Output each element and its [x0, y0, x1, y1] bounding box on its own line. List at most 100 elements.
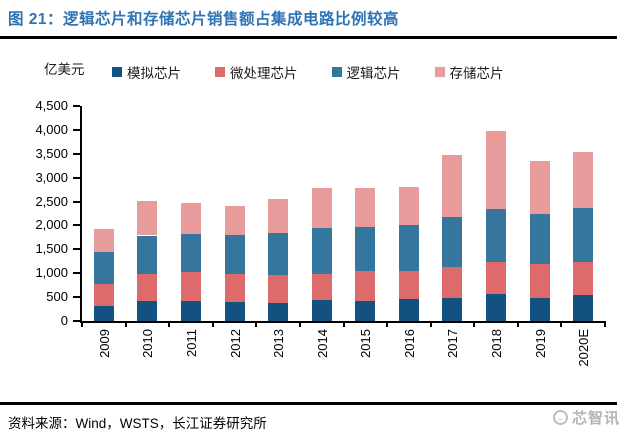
y-axis-tick-label: 2,000 [35, 217, 68, 233]
bar-segment-存储芯片 [180, 202, 201, 234]
bar-segment-微处理芯片 [573, 261, 594, 295]
x-axis-category-label: 2010 [140, 329, 156, 358]
bar-segment-逻辑芯片 [573, 208, 594, 262]
title-divider [0, 36, 617, 39]
legend-swatch-icon [215, 67, 225, 77]
x-axis-tick [560, 321, 563, 327]
bar-segment-存储芯片 [93, 229, 114, 253]
x-axis-tick [81, 321, 83, 327]
bar-segment-存储芯片 [442, 154, 463, 217]
y-axis-tick-label: 500 [46, 289, 68, 305]
bar-segment-模拟芯片 [137, 301, 158, 321]
watermark-logo: 芯智讯 [552, 407, 620, 428]
bar-segment-微处理芯片 [137, 273, 158, 302]
bar-segment-模拟芯片 [355, 300, 376, 321]
y-axis-tick [73, 320, 80, 322]
y-axis-tick-label: 0 [60, 313, 68, 328]
bar-segment-逻辑芯片 [442, 216, 463, 267]
x-axis-tick [386, 321, 389, 327]
bar-segment-模拟芯片 [311, 300, 332, 321]
x-axis-category-label: 2014 [314, 329, 330, 358]
x-axis-category-label: 2011 [183, 329, 199, 357]
y-axis-tick [73, 128, 80, 131]
legend-item: 微处理芯片 [215, 62, 298, 82]
bar-segment-逻辑芯片 [268, 232, 289, 276]
bar-segment-逻辑芯片 [529, 213, 550, 264]
x-axis-category-label: 2016 [401, 329, 417, 358]
y-axis-tick [73, 200, 80, 203]
x-axis-category-label: 2020E [576, 329, 592, 367]
x-axis-category-label: 2015 [358, 329, 374, 358]
bar-segment-存储芯片 [268, 198, 289, 233]
bar-segment-模拟芯片 [573, 294, 594, 321]
bar-segment-微处理芯片 [268, 275, 289, 303]
bar-segment-逻辑芯片 [137, 235, 158, 274]
legend-label: 存储芯片 [449, 66, 504, 81]
legend-item: 模拟芯片 [112, 62, 181, 82]
bar-segment-存储芯片 [224, 206, 245, 236]
bar-segment-模拟芯片 [529, 297, 550, 321]
bar-segment-微处理芯片 [529, 263, 550, 298]
x-axis-tick [516, 321, 519, 327]
y-axis-tick-label: 3,500 [35, 145, 68, 161]
bar-segment-逻辑芯片 [311, 227, 332, 274]
bar-segment-微处理芯片 [93, 284, 114, 307]
bar-segment-逻辑芯片 [398, 225, 419, 271]
x-axis-tick [124, 321, 127, 327]
x-axis-tick [473, 321, 476, 327]
footer-divider [0, 402, 617, 405]
legend-label: 微处理芯片 [230, 66, 298, 81]
x-axis-category-label: 2009 [96, 329, 112, 358]
x-axis-tick [342, 321, 345, 327]
y-axis-tick [73, 224, 80, 227]
y-axis-tick [73, 105, 80, 107]
legend-swatch-icon [331, 67, 342, 77]
bar-segment-逻辑芯片 [486, 209, 507, 262]
bar-segment-逻辑芯片 [224, 235, 245, 275]
y-axis-tick [73, 152, 80, 155]
y-axis-tick [73, 248, 80, 251]
chart-legend: 模拟芯片 微处理芯片 逻辑芯片 存储芯片 [112, 62, 504, 82]
bar-segment-模拟芯片 [398, 299, 419, 321]
figure-title: 图 21：逻辑芯片和存储芯片销售额占集成电路比例较高 [8, 11, 400, 28]
legend-item: 逻辑芯片 [331, 62, 401, 82]
bar-segment-微处理芯片 [486, 261, 507, 295]
x-axis-category-label: 2013 [271, 329, 287, 358]
bar-segment-模拟芯片 [224, 302, 245, 321]
x-axis-category-label: 2012 [227, 329, 243, 358]
y-axis-tick-label: 4,000 [35, 121, 68, 137]
y-axis-tick [73, 176, 80, 179]
x-axis-category-label: 2019 [532, 329, 548, 358]
bar-segment-逻辑芯片 [180, 233, 201, 272]
bar-segment-存储芯片 [398, 186, 419, 226]
y-axis-tick-label: 3,000 [35, 169, 68, 185]
x-axis-tick [429, 321, 432, 327]
bar-segment-存储芯片 [137, 201, 158, 236]
bar-segment-逻辑芯片 [93, 252, 114, 285]
y-axis-tick-label: 2,500 [35, 193, 68, 209]
bar-segment-微处理芯片 [442, 266, 463, 298]
bar-segment-逻辑芯片 [355, 226, 376, 271]
legend-swatch-icon [112, 67, 122, 77]
bar-segment-微处理芯片 [180, 271, 201, 301]
bar-segment-模拟芯片 [486, 294, 507, 321]
bar-segment-存储芯片 [529, 160, 550, 214]
logo-chip-icon [552, 410, 568, 425]
bar-segment-模拟芯片 [180, 300, 201, 321]
x-axis-tick [604, 321, 606, 327]
legend-label: 逻辑芯片 [346, 66, 401, 81]
y-axis-tick-label: 4,500 [35, 98, 68, 113]
bar-segment-微处理芯片 [224, 274, 245, 303]
legend-item: 存储芯片 [434, 62, 504, 82]
x-axis-category-label: 2018 [489, 329, 505, 358]
y-axis-tick-label: 1,000 [35, 265, 68, 281]
y-axis-tick [73, 272, 80, 275]
bar-segment-模拟芯片 [93, 306, 114, 321]
bar-segment-微处理芯片 [311, 273, 332, 301]
bar-segment-微处理芯片 [398, 270, 419, 300]
x-axis-tick [211, 321, 214, 327]
x-axis-category-label: 2017 [445, 329, 461, 358]
source-note: 资料来源：Wind，WSTS，长江证券研究所 [8, 416, 267, 431]
y-axis-unit-label: 亿美元 [44, 62, 85, 77]
